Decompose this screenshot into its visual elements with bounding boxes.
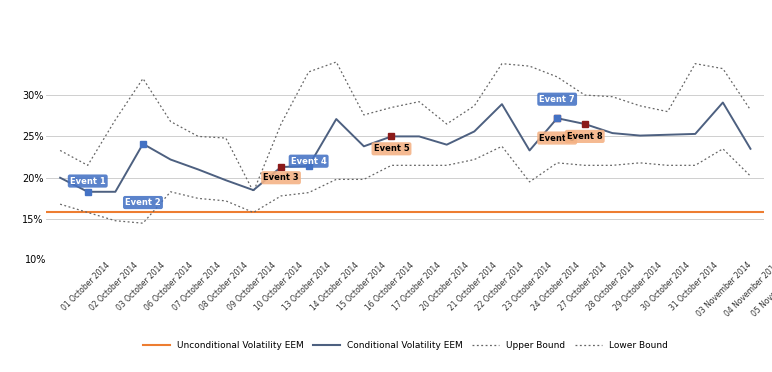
Text: 15 October 2014: 15 October 2014	[337, 260, 388, 312]
Text: Event 6: Event 6	[540, 134, 575, 142]
Text: 30 October 2014: 30 October 2014	[640, 260, 692, 312]
Text: Event 2: Event 2	[125, 198, 161, 207]
Text: 02 October 2014: 02 October 2014	[88, 260, 140, 312]
Text: 04 November 2014: 04 November 2014	[723, 260, 772, 319]
Text: 06 October 2014: 06 October 2014	[143, 260, 195, 312]
Text: 20 October 2014: 20 October 2014	[419, 260, 471, 312]
Text: 28 October 2014: 28 October 2014	[585, 260, 636, 312]
Text: 05 November 2014: 05 November 2014	[750, 260, 772, 319]
Text: 03 October 2014: 03 October 2014	[115, 260, 168, 312]
Text: Event 7: Event 7	[540, 95, 575, 104]
Text: Event 5: Event 5	[374, 144, 409, 153]
Text: 21 October 2014: 21 October 2014	[447, 260, 499, 312]
Text: 27 October 2014: 27 October 2014	[557, 260, 609, 312]
Text: 07 October 2014: 07 October 2014	[171, 260, 222, 312]
Text: 13 October 2014: 13 October 2014	[281, 260, 333, 312]
Text: 31 October 2014: 31 October 2014	[668, 260, 720, 312]
Text: 01 October 2014: 01 October 2014	[60, 260, 112, 312]
Text: 14 October 2014: 14 October 2014	[309, 260, 361, 312]
Text: 24 October 2014: 24 October 2014	[530, 260, 581, 312]
Legend: Unconditional Volatility EEM, Conditional Volatility EEM, Upper Bound, Lower Bou: Unconditional Volatility EEM, Conditiona…	[139, 338, 672, 354]
Text: 17 October 2014: 17 October 2014	[391, 260, 443, 312]
Text: 03 November 2014: 03 November 2014	[696, 260, 753, 319]
Text: 09 October 2014: 09 October 2014	[226, 260, 278, 312]
Text: 10 October 2014: 10 October 2014	[253, 260, 305, 312]
Text: 29 October 2014: 29 October 2014	[612, 260, 664, 312]
Text: Event 3: Event 3	[263, 173, 299, 182]
Text: Event 8: Event 8	[567, 132, 603, 141]
Text: 16 October 2014: 16 October 2014	[364, 260, 415, 312]
Text: 23 October 2014: 23 October 2014	[502, 260, 554, 312]
Text: 22 October 2014: 22 October 2014	[474, 260, 526, 312]
Text: Event 4: Event 4	[291, 157, 327, 166]
Text: 08 October 2014: 08 October 2014	[198, 260, 250, 312]
Text: Event 1: Event 1	[69, 177, 106, 186]
Text: 10%: 10%	[25, 256, 46, 265]
